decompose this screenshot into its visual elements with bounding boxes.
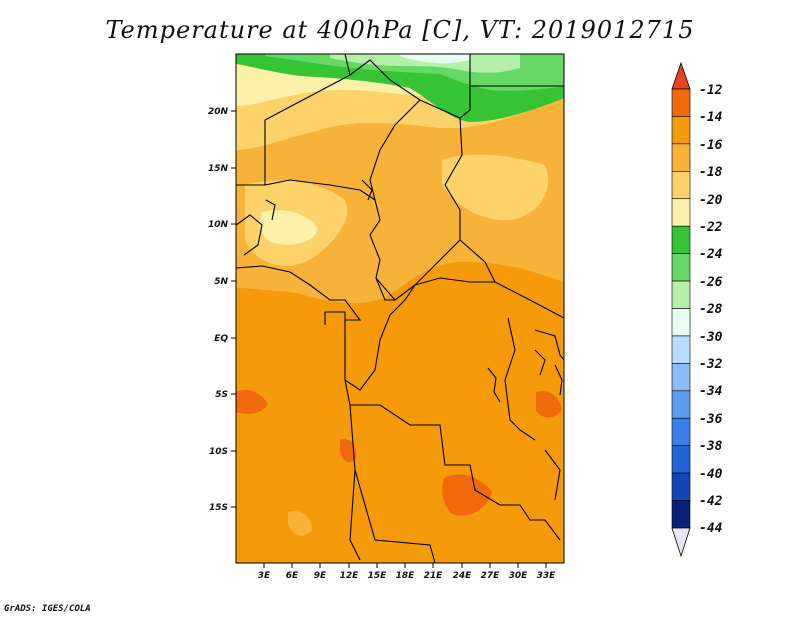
colorbar-box: [671, 280, 691, 309]
lon-label-18e: 18E: [396, 563, 416, 581]
lat-label: EQ: [214, 334, 228, 344]
lon-label: 12E: [340, 571, 360, 581]
lon-label: 15E: [368, 571, 388, 581]
colorbar-box: [671, 445, 691, 474]
colorbar-box: [671, 225, 691, 254]
colorbar-label: -20: [699, 193, 723, 208]
lon-label-3e: 3E: [258, 563, 271, 581]
lon-label: 30E: [509, 571, 529, 581]
colorbar-label: -32: [699, 357, 723, 372]
lon-label-9e: 9E: [314, 563, 327, 581]
colorbar-label: -36: [699, 412, 723, 427]
colorbar-box: [671, 363, 691, 392]
lon-label: 9E: [314, 571, 327, 581]
lat-label-10n: 10N: [208, 220, 236, 230]
lon-label-21e: 21E: [424, 563, 444, 581]
lat-label: 15N: [208, 164, 229, 174]
lon-label: 6E: [286, 571, 299, 581]
colorbar-box: [671, 308, 691, 337]
colorbar-label: -44: [699, 521, 723, 536]
colorbar-box: [671, 417, 691, 446]
lat-label-15n: 15N: [208, 164, 236, 174]
colorbar-label: -22: [699, 220, 723, 235]
lon-label: 3E: [258, 571, 271, 581]
lon-label-24e: 24E: [453, 563, 473, 581]
colorbar-boxes: [671, 88, 691, 529]
colorbar-box: [671, 88, 691, 117]
lat-label-20n: 20N: [208, 107, 236, 117]
colorbar-box: [671, 116, 691, 145]
grads-credit: GrADS: IGES/COLA: [4, 604, 91, 614]
colorbar-label: -24: [699, 247, 723, 262]
chart-title: Temperature at 400hPa [C], VT: 201901271…: [105, 16, 695, 44]
colorbar-box: [671, 253, 691, 282]
lat-label: 20N: [208, 107, 229, 117]
colorbar-box: [671, 143, 691, 172]
lon-label-27e: 27E: [481, 563, 501, 581]
lon-label-30e: 30E: [509, 563, 529, 581]
lat-label-5n: 5N: [214, 277, 236, 287]
colorbar: -12 -14 -16 -18 -20 -22 -24 -26 -28 -30 …: [671, 61, 723, 558]
longitude-axis: 3E 6E 9E 12E 15E 18E 21E 24E 27E 30E 33E: [258, 563, 556, 581]
lon-label: 24E: [453, 571, 473, 581]
colorbar-label: -42: [699, 494, 723, 509]
colorbar-label: -30: [699, 330, 723, 345]
colorbar-labels: -12 -14 -16 -18 -20 -22 -24 -26 -28 -30 …: [699, 83, 723, 536]
lon-label: 33E: [537, 571, 557, 581]
colorbar-label: -34: [699, 384, 723, 399]
colorbar-label: -28: [699, 302, 723, 317]
lon-label-12e: 12E: [340, 563, 360, 581]
colorbar-top-arrow: [671, 61, 691, 90]
lat-label-eq: EQ: [214, 334, 236, 344]
colorbar-label: -14: [699, 110, 723, 125]
colorbar-bottom-arrow: [671, 527, 691, 558]
lon-label-6e: 6E: [286, 563, 299, 581]
lat-label: 15S: [209, 503, 228, 513]
colorbar-label: -26: [699, 275, 723, 290]
lat-label-5s: 5S: [215, 390, 236, 400]
colorbar-box: [671, 171, 691, 200]
lat-label: 10S: [209, 447, 228, 457]
lat-label: 5N: [214, 277, 228, 287]
temperature-field: [236, 54, 564, 563]
lon-label-15e: 15E: [368, 563, 388, 581]
colorbar-box: [671, 500, 691, 529]
colorbar-label: -38: [699, 439, 723, 454]
colorbar-box: [671, 335, 691, 364]
lat-label: 5S: [215, 390, 228, 400]
colorbar-box: [671, 390, 691, 419]
lat-label: 10N: [208, 220, 229, 230]
colorbar-label: -40: [699, 467, 723, 482]
country-borders: [236, 54, 564, 563]
lat-label-15s: 15S: [209, 503, 236, 513]
lon-label: 21E: [424, 571, 444, 581]
lon-label-33e: 33E: [537, 563, 557, 581]
colorbar-label: -18: [699, 165, 723, 180]
map-frame: [235, 53, 565, 564]
lon-label: 18E: [396, 571, 416, 581]
colorbar-label: -12: [699, 83, 723, 98]
colorbar-box: [671, 472, 691, 501]
colorbar-box: [671, 198, 691, 227]
latitude-axis: 20N 15N 10N 5N EQ 5S 10S 15S: [208, 107, 236, 513]
lon-label: 27E: [481, 571, 501, 581]
lat-label-10s: 10S: [209, 447, 236, 457]
colorbar-label: -16: [699, 138, 723, 153]
